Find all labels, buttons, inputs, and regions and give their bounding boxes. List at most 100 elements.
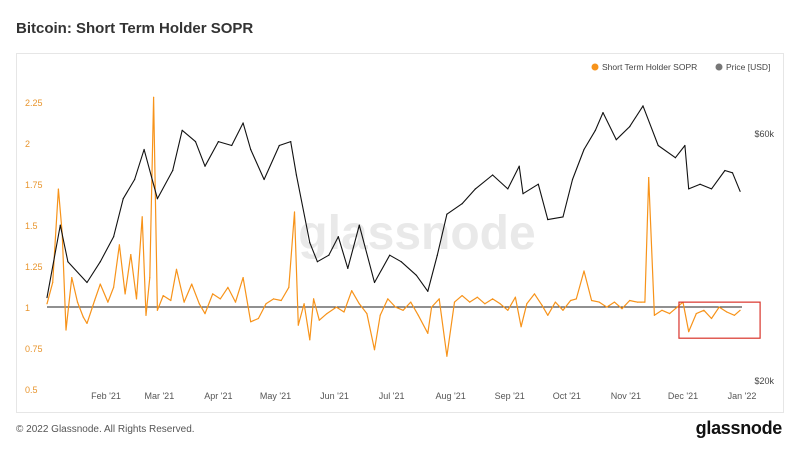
sopr-point <box>358 303 360 305</box>
price-point <box>309 242 311 244</box>
price-point <box>461 203 463 205</box>
y-left-tick-label: 1.75 <box>25 180 43 190</box>
y-left-tick-label: 1.25 <box>25 262 43 272</box>
y-left-tick-label: 1.5 <box>25 221 38 231</box>
sopr-point <box>303 303 305 305</box>
sopr-point <box>669 313 671 315</box>
watermark-text: glassnode <box>298 207 535 260</box>
sopr-point <box>124 293 126 295</box>
sopr-point <box>613 301 616 303</box>
sopr-point <box>499 303 501 305</box>
sopr-point <box>257 317 259 320</box>
y-left-tick-label: 0.75 <box>25 344 43 354</box>
price-point <box>373 281 376 284</box>
sopr-point <box>250 321 252 323</box>
price-point <box>688 188 690 190</box>
price-point <box>134 178 136 181</box>
sopr-point <box>198 303 200 305</box>
sopr-point <box>570 299 572 302</box>
x-tick-label: Aug '21 <box>436 391 466 401</box>
sopr-point <box>640 301 642 303</box>
sopr-point <box>621 308 623 310</box>
price-point <box>492 174 494 176</box>
price-point <box>427 290 429 292</box>
sopr-point <box>141 216 143 218</box>
price-point <box>594 129 597 131</box>
price-point <box>143 148 145 151</box>
sopr-point <box>135 298 138 300</box>
price-point <box>278 144 280 147</box>
x-tick-label: Jul '21 <box>379 391 405 401</box>
sopr-point <box>366 313 368 315</box>
sopr-point <box>153 96 155 98</box>
price-point <box>731 172 734 174</box>
price-point <box>657 144 659 147</box>
sopr-point <box>82 316 84 318</box>
price-point <box>537 183 539 185</box>
sopr-point <box>648 177 650 179</box>
sopr-point <box>695 313 697 315</box>
sopr-point <box>288 286 290 288</box>
x-tick-label: Jan '22 <box>728 391 757 401</box>
y-left-tick-label: 1 <box>25 303 30 313</box>
price-point <box>629 126 631 128</box>
sopr-point <box>453 301 456 303</box>
sopr-point <box>520 326 522 328</box>
legend-sopr-label: Short Term Holder SOPR <box>602 62 697 72</box>
sopr-point <box>107 301 109 303</box>
price-point <box>739 190 741 192</box>
sopr-point <box>118 244 120 246</box>
sopr-point <box>313 298 315 300</box>
sopr-point <box>562 309 564 311</box>
y-left-tick-label: 2 <box>25 139 30 149</box>
price-point <box>59 224 61 226</box>
sopr-point <box>575 298 577 300</box>
x-tick-label: Apr '21 <box>204 391 232 401</box>
sopr-point <box>343 311 345 313</box>
sopr-point <box>212 293 214 295</box>
x-tick-label: Mar '21 <box>144 391 174 401</box>
sopr-point <box>130 254 132 256</box>
sopr-point <box>438 298 440 300</box>
sopr-point <box>280 299 282 302</box>
sopr-point <box>387 298 389 300</box>
sopr-point <box>191 283 193 285</box>
sopr-point <box>703 309 705 311</box>
price-point <box>172 169 174 172</box>
sopr-point <box>94 299 96 302</box>
sopr-point <box>476 296 478 298</box>
price-point <box>337 236 339 238</box>
footer-copyright: © 2022 Glassnode. All Rights Reserved. <box>16 424 195 435</box>
price-point <box>242 122 244 124</box>
price-point <box>204 165 206 167</box>
sopr-point <box>46 303 48 305</box>
price-point <box>122 198 124 200</box>
chart-title: Bitcoin: Short Term Holder SOPR <box>16 20 254 37</box>
x-tick-label: Jun '21 <box>320 391 349 401</box>
price-point <box>347 267 349 269</box>
price-point <box>522 193 524 195</box>
x-tick-label: May '21 <box>260 391 291 401</box>
y-right-tick-label: $60k <box>754 129 774 139</box>
price-point <box>316 261 318 263</box>
y-left-tick-label: 0.5 <box>25 385 38 395</box>
x-tick-label: Oct '21 <box>553 391 581 401</box>
price-point <box>615 139 617 141</box>
sopr-point <box>718 306 720 308</box>
legend-price-label: Price [USD] <box>726 62 770 72</box>
sopr-point <box>162 295 164 297</box>
price-point <box>328 254 330 256</box>
price-point <box>583 148 585 151</box>
price-point <box>156 198 158 200</box>
sopr-point <box>431 306 433 308</box>
sopr-point <box>676 306 678 308</box>
sopr-point <box>417 314 419 316</box>
sopr-point <box>606 306 608 308</box>
sopr-point <box>149 277 151 279</box>
price-point <box>642 105 644 107</box>
price-point <box>400 261 402 263</box>
sopr-point <box>526 303 528 305</box>
sopr-point <box>219 298 221 300</box>
sopr-point <box>273 298 275 300</box>
sopr-point <box>175 268 178 270</box>
